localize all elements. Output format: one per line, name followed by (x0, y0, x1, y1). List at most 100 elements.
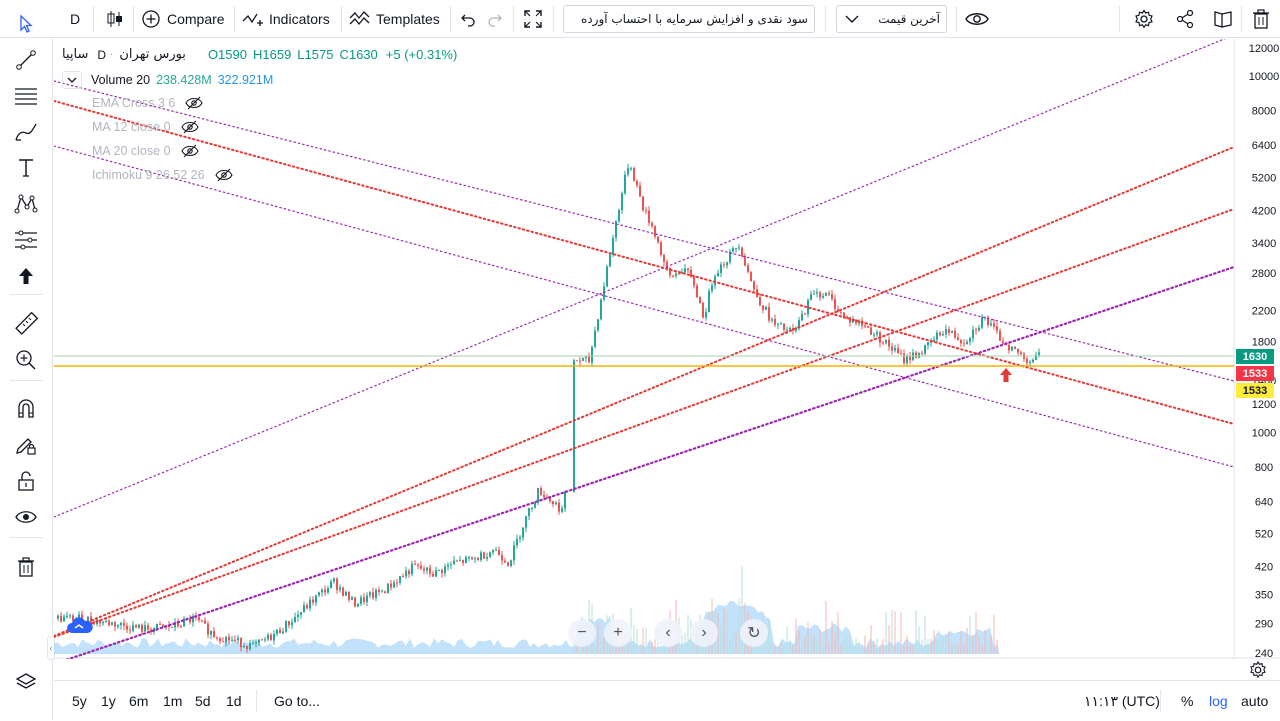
reset-chart-button[interactable]: ↻ (740, 619, 768, 647)
fullscreen-button[interactable] (520, 0, 546, 38)
candle-body (243, 646, 245, 648)
candle-body (357, 603, 359, 607)
candle-body (666, 261, 668, 269)
price-source-dropdown[interactable]: آخرین قیمت (836, 5, 947, 33)
arrow-up-tool-button[interactable] (13, 263, 39, 289)
zoom-out-button[interactable]: − (568, 619, 596, 647)
log-scale-button[interactable]: log (1209, 681, 1228, 721)
indicator-ichimoku[interactable]: Ichimoku 9 26 52 26 (92, 168, 233, 182)
candle-body (102, 621, 104, 624)
cloud-save-icon[interactable] (66, 615, 94, 637)
adjustment-dropdown[interactable]: سود نقدی و افزایش سرمایه با احتساب آورده (563, 5, 815, 33)
candle-body (843, 312, 845, 317)
candle-body (375, 589, 377, 598)
volume-name[interactable]: Volume 20 (91, 73, 151, 87)
range-1y-button[interactable]: 1y (101, 681, 116, 721)
candle-body (978, 327, 980, 331)
candle-body (885, 339, 887, 344)
share-button[interactable] (1172, 0, 1198, 38)
candle-body (501, 555, 503, 561)
candle-body (384, 591, 386, 594)
scroll-left-button[interactable]: ‹ (654, 619, 682, 647)
range-5y-button[interactable]: 5y (72, 681, 87, 721)
candle-body (714, 276, 716, 286)
candle-body (942, 334, 944, 336)
zoom-button[interactable] (13, 347, 39, 373)
candle-body (801, 313, 803, 321)
eye-crossed-icon[interactable] (185, 96, 203, 110)
drawing-mode-button[interactable] (13, 432, 39, 458)
templates-button[interactable]: Templates (349, 0, 440, 38)
candle-body (504, 560, 506, 563)
candle-body (72, 615, 74, 621)
magnet-button[interactable] (13, 396, 39, 422)
object-tree-button[interactable] (13, 669, 39, 695)
candle-body (744, 255, 746, 266)
brush-button[interactable] (13, 119, 39, 145)
candle-body (132, 625, 134, 631)
visibility-button[interactable] (963, 0, 991, 38)
indicator-ema-cross[interactable]: EMA Cross 3 6 (92, 96, 203, 110)
candle-body (612, 237, 614, 255)
redo-button[interactable] (484, 0, 506, 38)
goto-button[interactable]: Go to... (274, 681, 320, 721)
candle-body (189, 618, 191, 623)
auto-scale-button[interactable]: auto (1241, 681, 1268, 721)
last-price-tag: 1630 (1236, 349, 1274, 364)
price-axis-label: 240 (1255, 648, 1273, 659)
indicator-ma-20[interactable]: MA 20 close 0 (92, 144, 199, 158)
candle-body (975, 329, 977, 331)
range-5d-button[interactable]: 5d (195, 681, 211, 721)
axis-settings-button[interactable] (1248, 660, 1268, 680)
candle-body (288, 620, 290, 626)
range-1m-button[interactable]: 1m (163, 681, 182, 721)
candle-body (681, 272, 683, 274)
scroll-right-button[interactable]: › (690, 619, 718, 647)
timezone-button[interactable]: ۱۱:۱۳ (UTC) (1084, 681, 1160, 721)
candles-style-button[interactable] (100, 0, 130, 38)
eye-crossed-icon[interactable] (214, 168, 233, 182)
collapse-legend-button[interactable] (62, 71, 82, 89)
remove-drawings-button[interactable] (13, 554, 39, 580)
arrow-cursor-button[interactable] (13, 11, 39, 37)
candle-body (177, 622, 179, 626)
divider (256, 690, 257, 712)
candle-body (690, 269, 692, 277)
zoom-in-button[interactable]: + (604, 619, 632, 647)
trend-line-button[interactable] (13, 47, 39, 73)
layout-button[interactable] (1210, 0, 1236, 38)
pattern-tool-button[interactable] (13, 191, 39, 217)
horizontal-lines-button[interactable] (13, 83, 39, 109)
compare-button[interactable]: Compare (141, 0, 225, 38)
range-6m-button[interactable]: 6m (129, 681, 148, 721)
eye-crossed-icon[interactable] (180, 144, 199, 158)
eye-crossed-icon[interactable] (180, 120, 199, 134)
delete-button[interactable] (1248, 0, 1274, 38)
candle-body (915, 352, 917, 358)
range-label: 6m (129, 693, 149, 709)
chart-pane[interactable]: 12000 10000 8000 6400 5200 4200 3400 2800 2200 18… (54, 39, 1280, 659)
undo-button[interactable] (457, 0, 479, 38)
lock-button[interactable] (13, 468, 39, 494)
interval-button[interactable]: D (60, 0, 90, 38)
text-tool-button[interactable] (13, 155, 39, 181)
indicator-ma-12[interactable]: MA 12 close 0 (92, 120, 199, 134)
indicators-button[interactable]: Indicators (242, 0, 330, 38)
candle-body (513, 545, 515, 561)
candle-body (786, 329, 788, 331)
share-icon (1176, 9, 1194, 29)
trend-line-red-resistance (54, 100, 1235, 425)
candle-body (456, 560, 458, 562)
hide-drawings-button[interactable] (13, 504, 39, 530)
prediction-tool-button[interactable] (13, 227, 39, 253)
divider (10, 294, 43, 295)
price-chart-canvas[interactable]: 12000 10000 8000 6400 5200 4200 3400 2800 2200 18… (54, 39, 1280, 659)
candle-body (135, 625, 137, 628)
percent-scale-button[interactable]: % (1181, 681, 1193, 721)
range-1d-button[interactable]: 1d (226, 681, 242, 721)
eye-icon (965, 13, 989, 25)
ruler-button[interactable] (13, 311, 39, 337)
settings-button[interactable] (1131, 0, 1157, 38)
candle-body (270, 634, 272, 641)
symbol-name[interactable]: ساپیا (62, 47, 89, 62)
